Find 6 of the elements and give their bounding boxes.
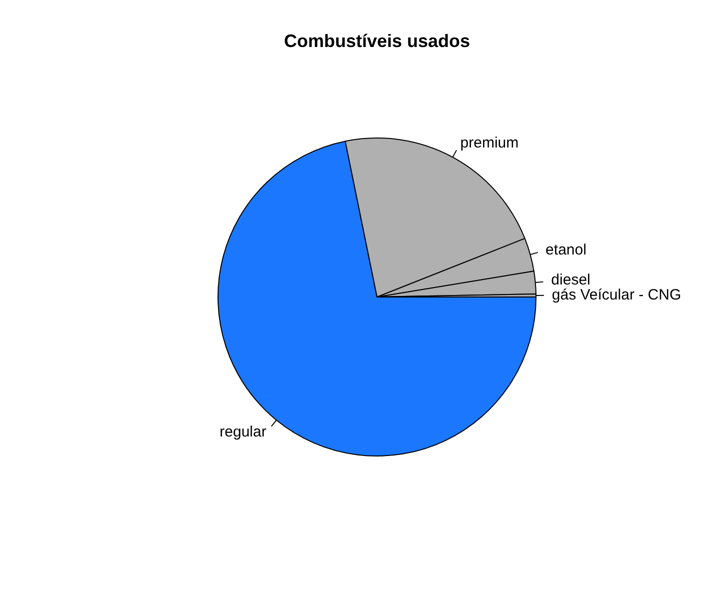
slice-label: etanol: [546, 241, 586, 258]
slice-label: premium: [460, 134, 519, 152]
slice-label: regular: [220, 424, 266, 441]
slice-label: gás Veícular - CNG: [552, 286, 682, 304]
slice-label: diesel: [551, 271, 590, 288]
chart-title: Combustíveis usados: [284, 30, 470, 51]
